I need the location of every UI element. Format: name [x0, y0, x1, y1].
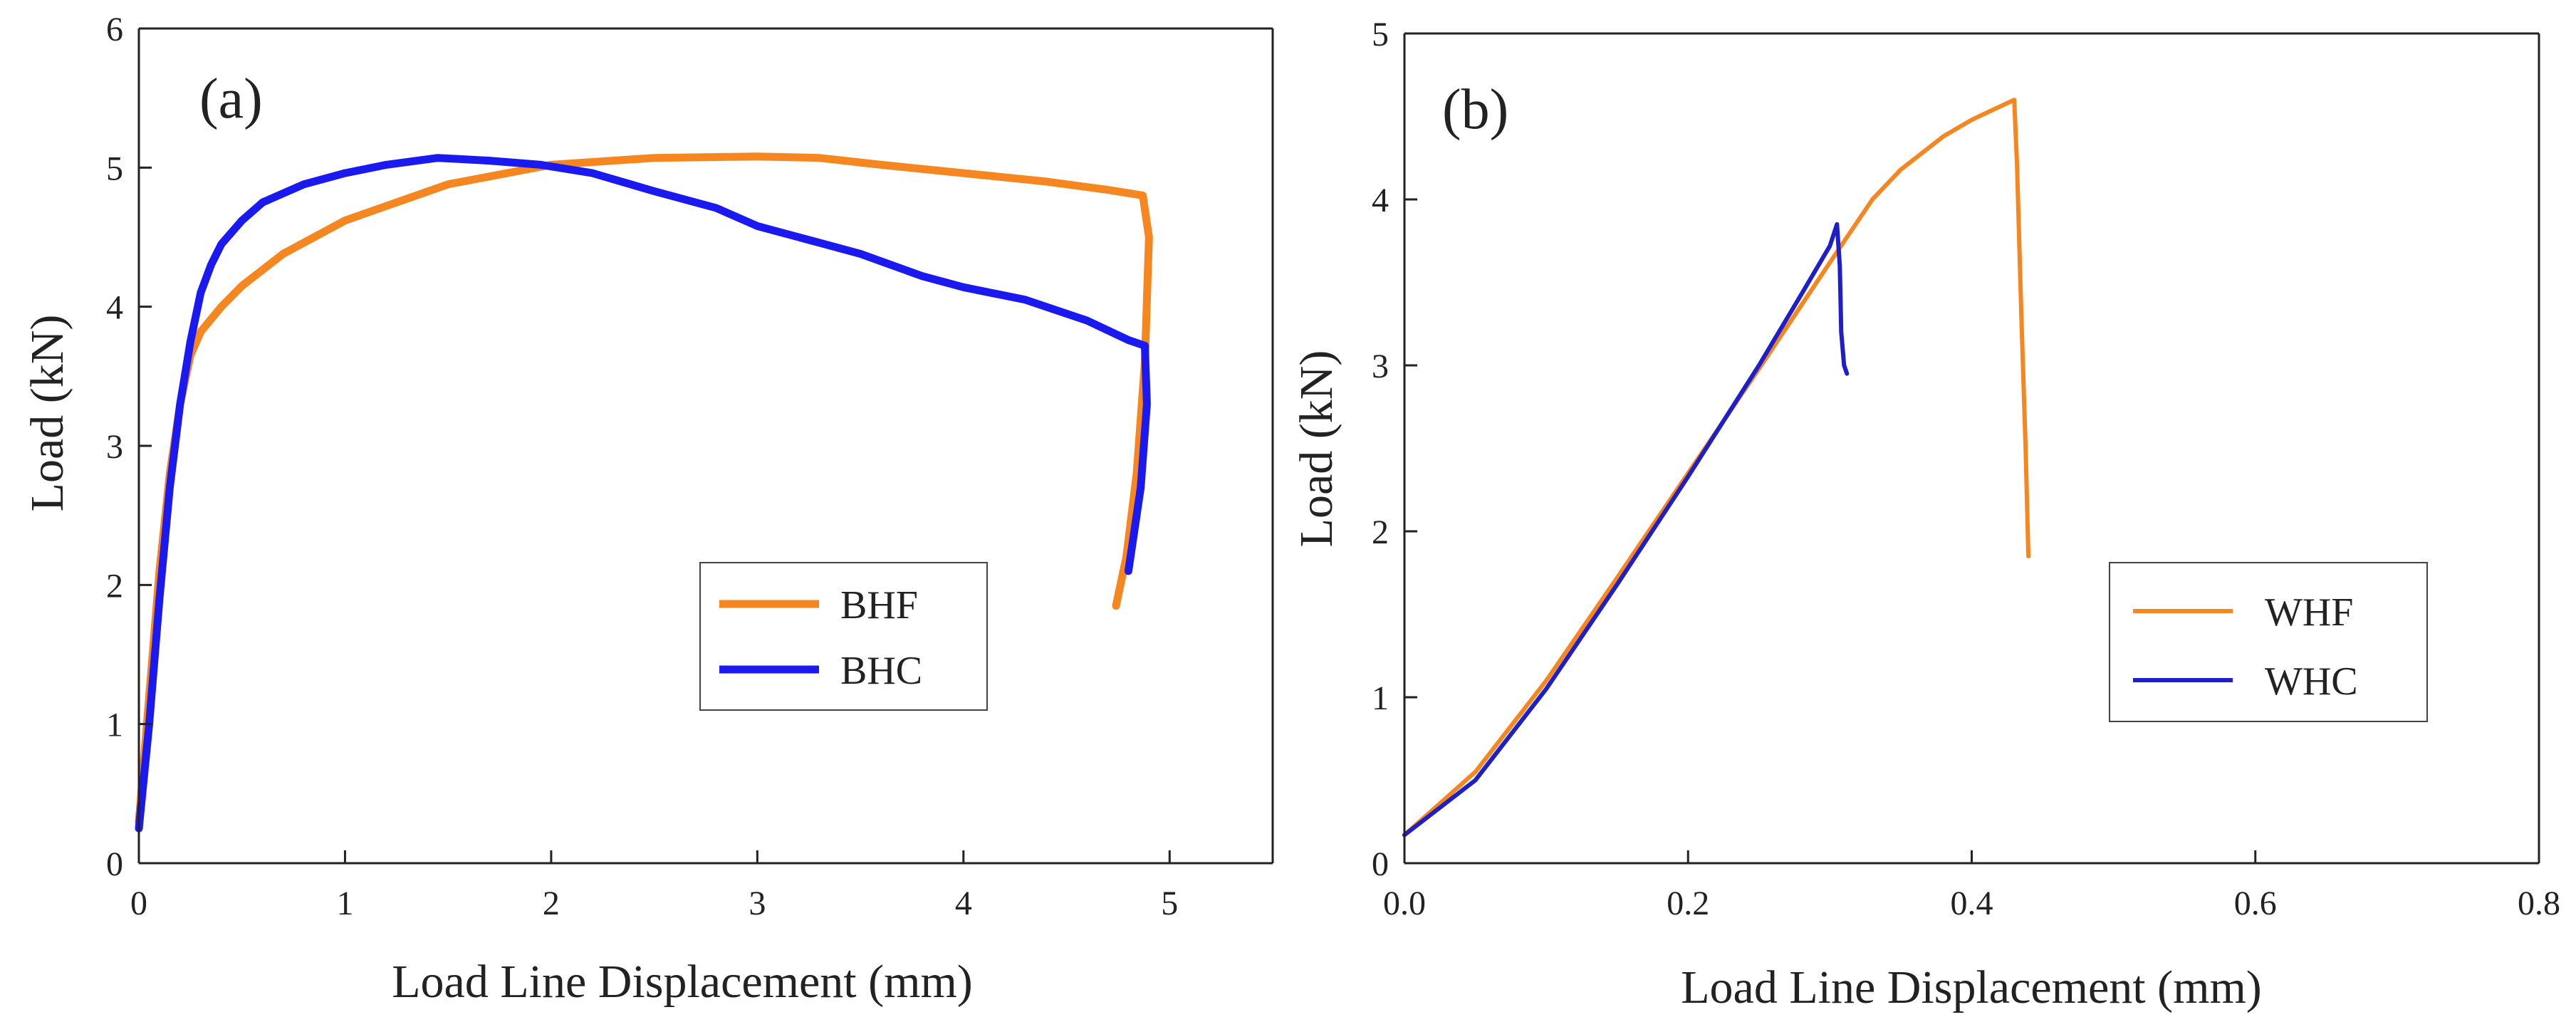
- chart-a-y-axis-title: Load (kN): [21, 315, 73, 512]
- chart-b-x-tick-label: 0.4: [1951, 885, 1993, 922]
- chart-b-legend-box: [2109, 562, 2428, 722]
- chart-a-x-tick-label: 1: [336, 885, 353, 922]
- chart-panel-b: 0.0 0.2 0.4 0.6 0.8 0 1 2 3 4 5 (b) Load Line Disp…: [1290, 16, 2560, 1013]
- chart-b-series-whf-line: [1402, 98, 2031, 838]
- chart-b-panel-label: (b): [1442, 78, 1508, 141]
- chart-a-x-tick-label: 3: [749, 885, 766, 922]
- chart-a-series-bhf-line: [135, 152, 1153, 825]
- chart-a-ticks: 0 1 2 3 4 5 0 1 2 3 4 5 6: [106, 11, 1178, 922]
- chart-b-x-tick-label: 0.2: [1667, 885, 1709, 922]
- chart-b-y-tick-label: 5: [1372, 16, 1389, 53]
- chart-a-y-tick-label: 6: [106, 11, 123, 48]
- chart-a-y-tick-label: 0: [106, 845, 123, 883]
- chart-a-y-tick-label: 2: [106, 567, 123, 605]
- chart-b-y-tick-label: 4: [1372, 182, 1389, 219]
- chart-b-x-axis-title: Load Line Displacement (mm): [1681, 961, 2262, 1013]
- chart-a-legend-box: [699, 562, 988, 711]
- chart-b-y-tick-label: 2: [1372, 514, 1389, 551]
- chart-a-series: [135, 152, 1153, 833]
- chart-b-x-tick-label: 0.8: [2518, 885, 2560, 922]
- chart-a-x-tick-label: 5: [1161, 885, 1178, 922]
- chart-b-legend-label-whc: WHC: [2265, 660, 2358, 704]
- chart-a-y-tick-label: 1: [106, 707, 123, 744]
- chart-b-series: [1402, 98, 2031, 838]
- chart-a-panel-label: (a): [199, 68, 263, 130]
- chart-b-legend-label-whf: WHF: [2265, 590, 2353, 635]
- chart-b-y-tick-label: 1: [1372, 679, 1389, 717]
- chart-a-series-bhc-line: [135, 154, 1151, 833]
- chart-a-x-axis-title: Load Line Displacement (mm): [392, 956, 973, 1008]
- chart-b-x-tick-label: 0.0: [1383, 885, 1426, 922]
- chart-b-y-tick-label: 3: [1372, 348, 1389, 385]
- chart-a-x-tick-label: 4: [955, 885, 972, 922]
- chart-panel-a: 0 1 2 3 4 5 0 1 2 3 4 5 6 (a) Load Line Displacement…: [21, 11, 1274, 1008]
- chart-a-y-tick-label: 4: [106, 289, 123, 327]
- chart-a-x-tick-label: 2: [543, 885, 560, 922]
- chart-b-ticks: 0.0 0.2 0.4 0.6 0.8 0 1 2 3 4 5: [1372, 16, 2560, 922]
- chart-b-series-whc-line: [1402, 221, 1850, 838]
- chart-a-legend-label-bhf: BHF: [840, 583, 918, 627]
- chart-a-legend-label-bhc: BHC: [840, 649, 922, 693]
- chart-b-legend: WHF WHC: [2109, 562, 2428, 722]
- chart-a-y-tick-label: 3: [106, 428, 123, 466]
- chart-b-x-tick-label: 0.6: [2234, 885, 2277, 922]
- chart-b-y-tick-label: 0: [1372, 845, 1389, 883]
- chart-a-x-tick-label: 0: [130, 885, 147, 922]
- chart-b-y-axis-title: Load (kN): [1290, 350, 1342, 548]
- chart-a-legend: BHF BHC: [699, 562, 988, 711]
- chart-a-y-tick-label: 5: [106, 150, 123, 187]
